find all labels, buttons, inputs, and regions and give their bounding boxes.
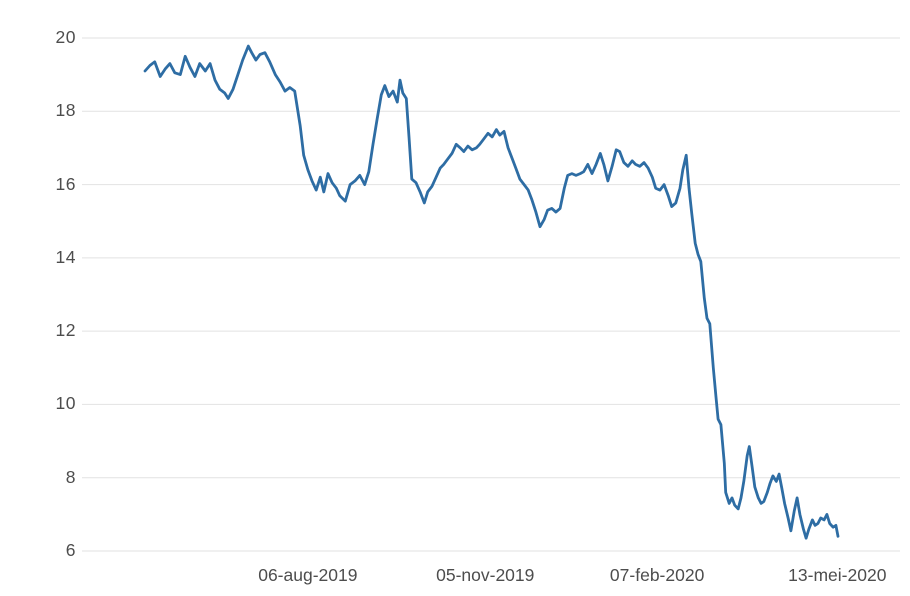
y-axis-tick-label: 16: [55, 173, 76, 194]
x-axis-tick-label: 05-nov-2019: [436, 565, 535, 585]
y-axis-tick-label: 20: [55, 27, 76, 48]
x-axis-tick-label: 13-mei-2020: [788, 565, 887, 585]
y-axis-tick-label: 14: [55, 246, 76, 267]
price-line-series: [143, 44, 840, 540]
y-axis-tick-label: 8: [65, 466, 76, 487]
y-axis-tick-label: 10: [55, 393, 76, 414]
y-axis-tick-label: 12: [55, 320, 76, 341]
x-axis-tick-label: 06-aug-2019: [258, 565, 358, 585]
y-axis-tick-label: 6: [65, 540, 76, 561]
y-axis-tick-label: 18: [55, 100, 76, 121]
x-axis-tick-label: 07-feb-2020: [609, 565, 705, 585]
